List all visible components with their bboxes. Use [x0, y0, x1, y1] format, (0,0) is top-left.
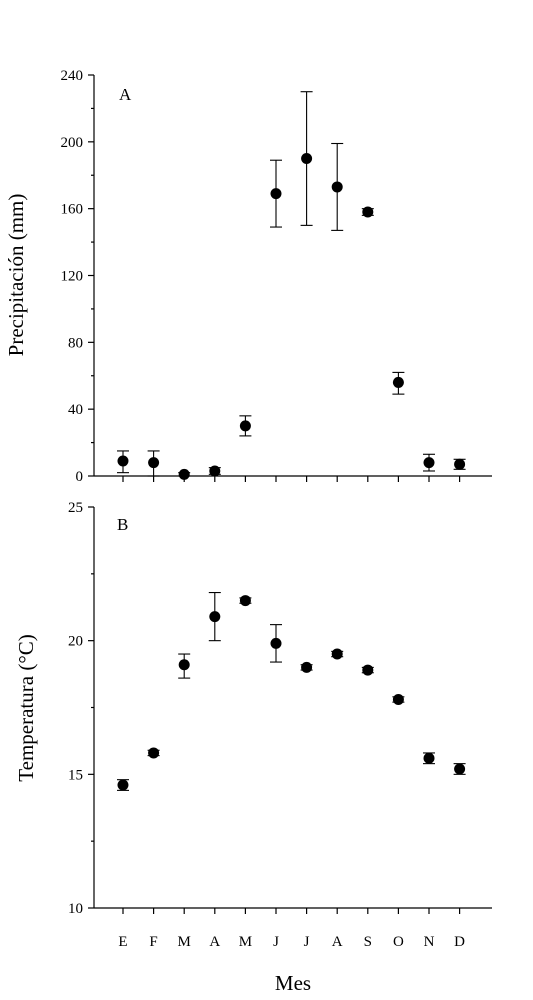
- y-tick-label: 40: [68, 402, 83, 418]
- y-tick-label: 200: [61, 135, 84, 151]
- data-point: [178, 468, 190, 480]
- y-tick-label: 20: [68, 634, 83, 650]
- y-tick-label: 15: [68, 767, 83, 783]
- x-tick-label: O: [393, 934, 404, 950]
- data-point: [392, 693, 404, 705]
- x-tick-label: D: [454, 934, 465, 950]
- data-point: [301, 661, 313, 673]
- data-point: [178, 659, 190, 671]
- y-tick-label: 10: [68, 901, 83, 917]
- y-tick-label: 0: [76, 469, 84, 485]
- panel-label: A: [119, 85, 132, 104]
- y-axis-title: Precipitación (mm): [4, 194, 28, 357]
- data-point: [423, 752, 435, 764]
- data-point: [423, 457, 435, 469]
- panel-label: B: [117, 515, 128, 534]
- x-tick-label: F: [149, 934, 157, 950]
- y-tick-label: 80: [68, 335, 83, 351]
- data-point: [454, 763, 466, 775]
- data-point: [392, 376, 404, 388]
- data-point: [270, 188, 282, 200]
- x-axis-title: Mes: [275, 971, 311, 995]
- x-tick-label: S: [364, 934, 372, 950]
- data-point: [362, 664, 374, 676]
- data-point: [148, 747, 160, 759]
- y-tick-label: 120: [61, 269, 84, 285]
- y-axis-title: Temperatura (°C): [14, 634, 38, 781]
- x-tick-label: M: [178, 934, 191, 950]
- data-point: [117, 779, 129, 791]
- data-point: [362, 206, 374, 218]
- y-tick-label: 25: [68, 500, 83, 516]
- y-tick-label: 160: [61, 202, 84, 218]
- x-tick-label: J: [273, 934, 279, 950]
- x-tick-label: M: [239, 934, 252, 950]
- x-tick-label: A: [332, 934, 343, 950]
- data-point: [239, 595, 251, 607]
- data-point: [117, 455, 129, 467]
- x-tick-label: A: [209, 934, 220, 950]
- data-point: [148, 457, 160, 469]
- precipitation-panel: 0 40 80 120 160 200 240 Precipitación (mm) A: [4, 68, 492, 485]
- y-tick-label: 240: [61, 68, 84, 84]
- x-tick-label: J: [304, 934, 310, 950]
- x-tick-label: E: [118, 934, 127, 950]
- data-point: [209, 611, 221, 623]
- x-tick-label: N: [424, 934, 435, 950]
- data-point: [209, 465, 221, 477]
- data-point: [331, 648, 343, 660]
- data-point: [331, 181, 343, 193]
- data-point: [270, 637, 282, 649]
- temperature-panel: 10 15 20 25 E F M A M J J A S O N D Temperatura (°C) B Mes: [14, 500, 492, 995]
- data-point: [454, 458, 466, 470]
- data-point: [239, 420, 251, 432]
- data-point: [301, 153, 313, 165]
